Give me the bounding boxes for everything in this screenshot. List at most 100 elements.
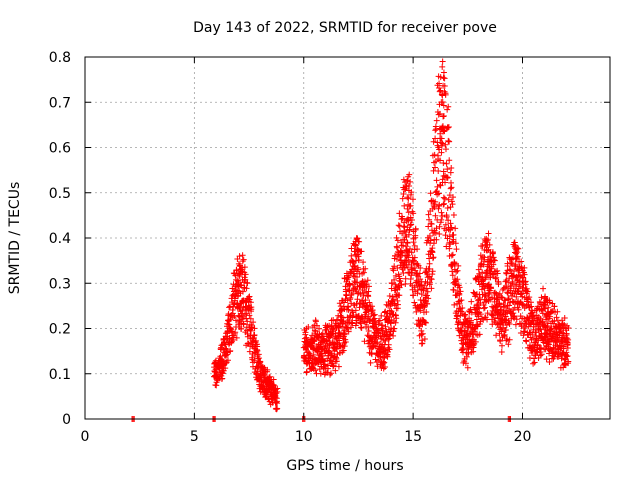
data-point: [335, 363, 342, 370]
data-point: [458, 297, 465, 304]
data-point: [227, 347, 234, 354]
data-point: [407, 202, 414, 209]
data-point: [390, 296, 397, 303]
data-point: [219, 375, 226, 382]
data-point: [481, 304, 488, 311]
data-point: [486, 287, 493, 294]
data-point: [544, 327, 551, 334]
data-point: [405, 231, 412, 238]
data-point: [441, 200, 448, 207]
data-point: [490, 261, 497, 268]
y-tick-label: 0.8: [49, 50, 71, 66]
data-point: [404, 239, 411, 246]
data-point: [316, 325, 323, 332]
data-point: [272, 394, 279, 401]
data-point: [424, 288, 431, 295]
y-tick-label: 0: [62, 412, 71, 428]
data-point: [514, 299, 521, 306]
data-point: [406, 245, 413, 252]
data-point: [419, 330, 426, 337]
data-point: [240, 256, 247, 263]
data-point: [243, 285, 250, 292]
data-point: [365, 324, 372, 331]
data-point: [402, 275, 409, 282]
data-point: [443, 213, 450, 220]
data-point: [382, 364, 389, 371]
data-point: [358, 324, 365, 331]
data-point: [219, 370, 226, 377]
data-point: [522, 337, 529, 344]
data-point: [425, 223, 432, 230]
data-point: [317, 370, 324, 377]
data-point: [313, 322, 320, 329]
data-point: [481, 254, 488, 261]
data-point: [352, 251, 359, 258]
data-point: [244, 280, 251, 287]
data-point: [458, 328, 465, 335]
data-point: [389, 280, 396, 287]
y-tick-label: 0.2: [49, 322, 71, 338]
data-point: [454, 276, 461, 283]
data-point: [428, 285, 435, 292]
data-point: [536, 326, 543, 333]
data-point: [400, 270, 407, 277]
data-point: [531, 315, 538, 322]
data-point: [561, 321, 568, 328]
data-point: [513, 250, 520, 257]
data-point: [538, 351, 545, 358]
data-point: [439, 63, 446, 70]
data-point: [446, 239, 453, 246]
data-point: [518, 300, 525, 307]
data-point: [504, 289, 511, 296]
data-point: [431, 204, 438, 211]
data-point: [234, 278, 241, 285]
data-point: [364, 332, 371, 339]
data-point: [513, 293, 520, 300]
data-point: [392, 252, 399, 259]
data-point: [553, 314, 560, 321]
data-point: [402, 281, 409, 288]
data-point: [541, 335, 548, 342]
data-point: [530, 311, 537, 318]
data-point: [417, 264, 424, 271]
data-point: [407, 214, 414, 221]
data-point: [370, 312, 377, 319]
data-point: [392, 319, 399, 326]
data-point: [429, 255, 436, 262]
data-point: [342, 339, 349, 346]
data-point: [371, 311, 378, 318]
data-point: [433, 126, 440, 133]
data-point: [349, 320, 356, 327]
data-point: [448, 224, 455, 231]
data-point: [438, 216, 445, 223]
data-point: [405, 269, 412, 276]
data-point: [385, 336, 392, 343]
data-point: [507, 259, 514, 266]
data-point: [319, 330, 326, 337]
data-point: [498, 294, 505, 301]
data-point: [445, 124, 452, 131]
y-tick-label: 0.7: [49, 95, 71, 111]
data-point: [491, 257, 498, 264]
data-point: [402, 179, 409, 186]
data-point: [365, 283, 372, 290]
data-point: [485, 291, 492, 298]
data-point: [422, 319, 429, 326]
data-point: [386, 335, 393, 342]
data-point: [436, 110, 443, 117]
data-point: [489, 321, 496, 328]
data-point: [426, 265, 433, 272]
x-tick-label: 5: [190, 429, 199, 445]
data-point: [488, 294, 495, 301]
data-point: [452, 225, 459, 232]
data-point: [544, 297, 551, 304]
data-point: [484, 236, 491, 243]
data-point: [423, 292, 430, 299]
data-point: [519, 293, 526, 300]
y-tick-label: 0.1: [49, 367, 71, 383]
data-point: [496, 300, 503, 307]
data-point: [381, 309, 388, 316]
data-point: [238, 268, 245, 275]
data-point: [397, 254, 404, 261]
data-point: [446, 157, 453, 164]
